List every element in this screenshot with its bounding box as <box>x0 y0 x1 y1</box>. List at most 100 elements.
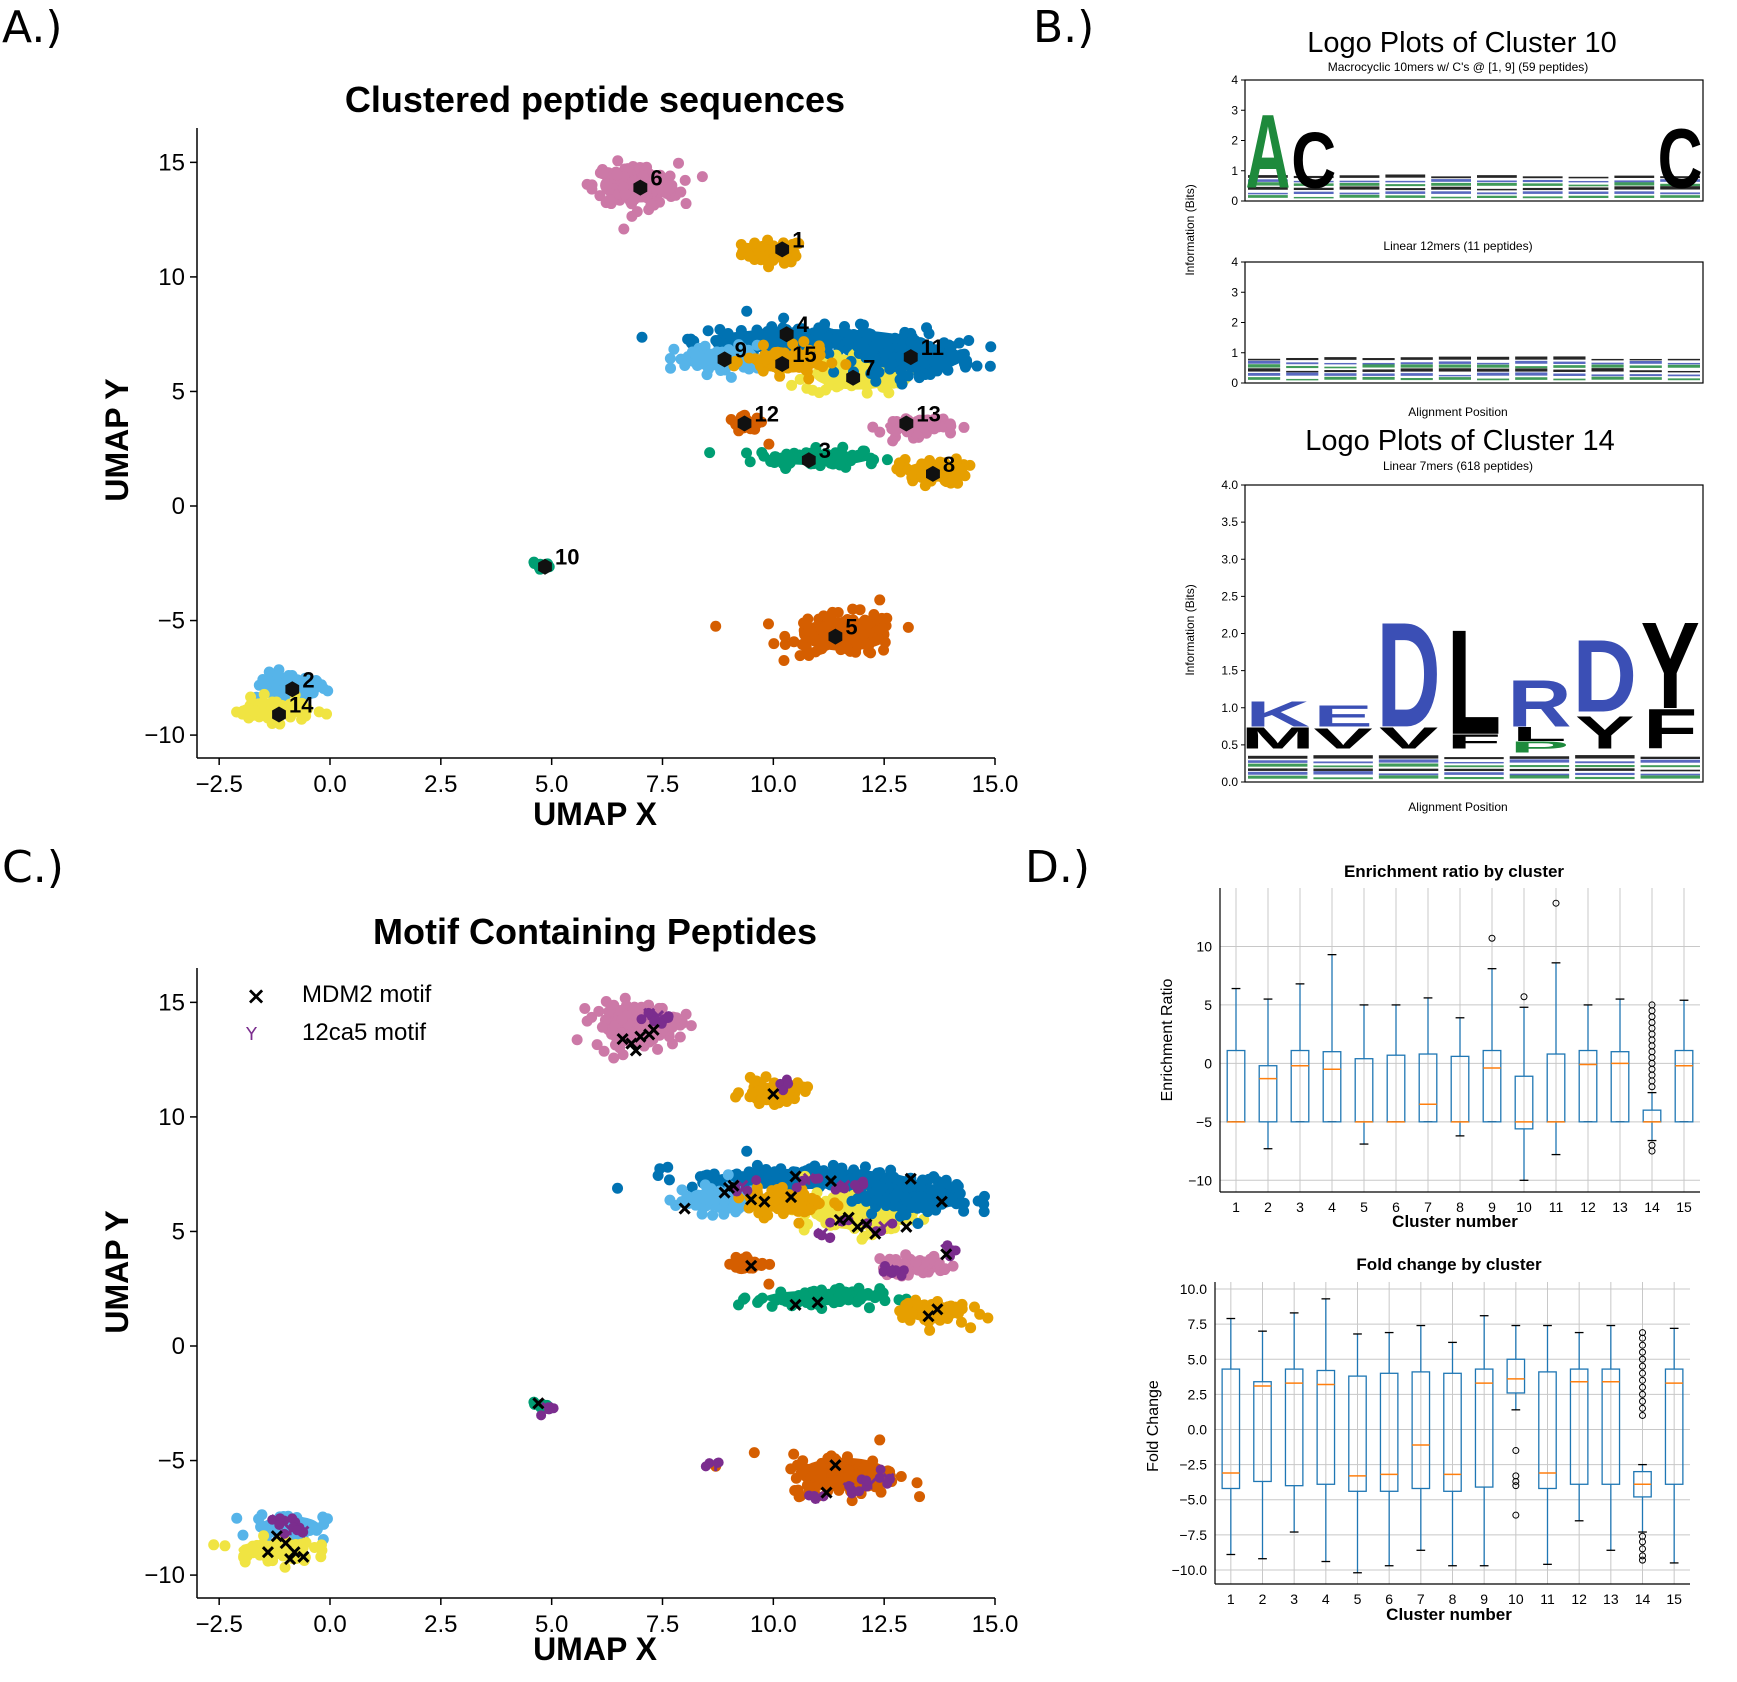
logo-noise <box>1515 366 1548 369</box>
cluster-point <box>944 355 956 367</box>
logo-noise <box>1362 373 1395 376</box>
logo-noise <box>1591 374 1624 377</box>
cluster-1-label: 1 <box>792 227 804 252</box>
cluster-point <box>690 1199 702 1211</box>
ca5-point <box>274 1519 285 1530</box>
cluster-point <box>794 373 806 385</box>
logo-noise <box>1339 175 1380 178</box>
logo-letter-C: C <box>1658 111 1703 205</box>
cluster-point <box>910 1256 922 1268</box>
cluster-10-label: 10 <box>555 545 579 570</box>
logo-noise <box>1667 370 1700 373</box>
logo10-subtitle-2: Linear 12mers (11 peptides) <box>1383 239 1532 253</box>
logo-noise <box>1286 370 1319 373</box>
cluster-point <box>762 618 774 630</box>
cluster-point <box>626 210 638 222</box>
cluster-13-label: 13 <box>916 402 940 427</box>
cluster-point <box>741 447 753 459</box>
cluster-point <box>680 198 692 210</box>
enrichment-boxplot: Enrichment ratio by cluster Cluster numb… <box>1159 862 1700 1231</box>
box-y-tick-label: 5 <box>1204 997 1212 1013</box>
logo-noise <box>1431 176 1471 179</box>
cluster-point <box>809 633 821 645</box>
cluster-point <box>730 1091 742 1103</box>
panel-letter-d: D.) <box>1025 842 1090 893</box>
logo-noise <box>1568 195 1609 199</box>
box-x-tick-label: 1 <box>1232 1199 1240 1215</box>
cluster-point <box>846 1195 858 1207</box>
logo-noise <box>1444 776 1504 780</box>
box-x-tick-label: 6 <box>1392 1199 1400 1215</box>
logo-noise <box>1362 376 1395 380</box>
cluster-point <box>702 325 714 337</box>
cluster-point <box>763 438 775 450</box>
cluster-point <box>779 630 791 642</box>
logo-noise <box>1339 186 1380 190</box>
cluster-point <box>662 1161 674 1173</box>
logo-noise <box>1378 768 1439 772</box>
logo10-subtitle-1: Macrocyclic 10mers w/ C's @ [1, 9] (59 p… <box>1328 60 1589 74</box>
foldchange-ylabel: Fold Change <box>1145 1380 1162 1472</box>
logo-noise <box>1575 776 1635 780</box>
ca5-point <box>287 1513 298 1524</box>
logo-noise <box>1324 366 1357 369</box>
logo-noise <box>1640 765 1700 768</box>
umap-motifs-chart: Motif Containing Peptides UMAP X UMAP Y … <box>99 911 1018 1667</box>
logo-noise <box>1438 364 1471 368</box>
cluster-point <box>834 459 846 471</box>
cluster-point <box>860 1195 872 1207</box>
cluster-point <box>911 1477 923 1489</box>
logo-noise <box>1477 362 1510 365</box>
cluster-point <box>600 996 612 1008</box>
cluster-point <box>963 335 975 347</box>
logo-noise <box>1286 365 1319 369</box>
cluster-point <box>917 1174 929 1186</box>
box-y-tick-label: 7.5 <box>1188 1316 1208 1332</box>
logo-noise <box>1431 186 1471 190</box>
logo-noise <box>1339 183 1380 186</box>
ca5-point <box>663 1012 674 1023</box>
cluster-point <box>672 157 684 169</box>
x-tick-label: 0.0 <box>313 771 346 798</box>
logo-noise <box>1378 759 1439 763</box>
cluster-point <box>885 357 897 369</box>
logo-noise <box>1477 195 1517 199</box>
cluster-point <box>982 1312 994 1324</box>
cluster-point <box>318 683 330 695</box>
cluster-point <box>821 448 833 460</box>
box-y-tick-label: 2.5 <box>1188 1386 1208 1402</box>
y-tick-label: −10 <box>144 1562 185 1589</box>
logo-noise <box>1313 777 1373 780</box>
cluster-point <box>965 1322 977 1334</box>
cluster-point <box>888 1191 900 1203</box>
cluster-point <box>791 237 803 249</box>
logo-noise <box>1248 358 1281 361</box>
cluster-point <box>321 1513 333 1525</box>
cluster-point <box>619 188 631 200</box>
logo-noise <box>1575 761 1635 764</box>
cluster-point <box>735 325 747 337</box>
logo-y-tick-label: 0.5 <box>1221 738 1238 752</box>
logo-y-tick-label: 2.0 <box>1221 627 1238 641</box>
cluster-point <box>870 1178 882 1190</box>
cluster-point <box>756 446 768 458</box>
logo-noise <box>1248 360 1281 364</box>
cluster-point <box>801 1479 813 1491</box>
x-tick-label: −2.5 <box>195 771 242 798</box>
cluster-point <box>794 650 806 662</box>
cluster-point <box>928 1172 940 1184</box>
cluster-point <box>768 638 780 650</box>
box-x-tick-label: 1 <box>1227 1591 1235 1607</box>
ca5-point <box>885 1265 896 1276</box>
logo-noise <box>1248 763 1308 767</box>
x-tick-label: 5.0 <box>535 1611 568 1638</box>
logo-letter-P: P <box>1510 738 1569 756</box>
cluster-point <box>765 456 777 468</box>
ca5-point <box>861 1475 872 1486</box>
x-tick-label: −2.5 <box>195 1611 242 1638</box>
cluster-point <box>809 1464 821 1476</box>
ca5-point <box>844 1481 855 1492</box>
x-tick-label: 10.0 <box>750 1611 797 1638</box>
cluster-point <box>883 342 895 354</box>
cluster-point <box>652 1169 664 1181</box>
